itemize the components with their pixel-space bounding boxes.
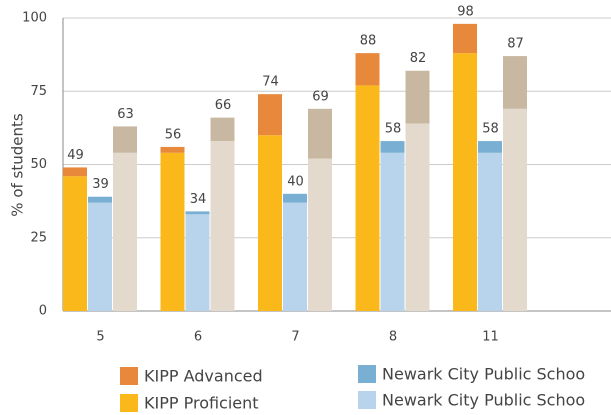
data-label: 39 xyxy=(92,177,109,192)
x-tick-label: 6 xyxy=(194,330,202,345)
legend-label: Newark City Public Schoo xyxy=(382,365,585,384)
bar-segment xyxy=(185,214,210,311)
data-label: 66 xyxy=(215,98,232,113)
legend-swatch xyxy=(120,394,138,412)
data-label: 56 xyxy=(165,127,182,142)
data-label: 58 xyxy=(482,122,499,137)
data-label: 69 xyxy=(312,89,329,104)
bar-segment xyxy=(405,70,430,124)
bar-segment xyxy=(453,23,477,54)
data-label: 82 xyxy=(410,51,427,66)
bar-segment xyxy=(283,202,307,311)
bar-segment xyxy=(503,56,527,109)
data-label: 49 xyxy=(67,148,84,163)
legend-label: KIPP Proficient xyxy=(144,394,259,413)
bar-segment xyxy=(478,141,502,153)
data-label: 58 xyxy=(385,122,402,137)
bar-segment xyxy=(160,152,185,311)
bar-segment xyxy=(113,126,137,153)
data-label: 40 xyxy=(287,174,304,189)
data-label: 34 xyxy=(190,192,207,207)
x-tick-label: 5 xyxy=(96,330,104,345)
data-label: 63 xyxy=(117,107,134,122)
data-label: 74 xyxy=(262,75,279,90)
bar-segment xyxy=(63,167,87,177)
bar-segment xyxy=(380,152,405,311)
y-tick-label: 25 xyxy=(30,230,47,245)
bar-segment xyxy=(88,202,112,311)
bar-segment xyxy=(355,53,380,86)
bar-segment xyxy=(380,141,405,153)
bar-segment xyxy=(258,94,282,136)
data-label: 87 xyxy=(507,37,524,52)
y-tick-label: 50 xyxy=(30,157,47,172)
legend-label: KIPP Advanced xyxy=(144,367,263,386)
bar-segment xyxy=(478,152,502,311)
y-axis-label: % of students xyxy=(9,113,27,217)
bar-segment xyxy=(160,146,185,153)
y-tick-label: 75 xyxy=(30,84,47,99)
bar-segment xyxy=(210,117,235,142)
bar-segment xyxy=(283,193,307,203)
bar-segment xyxy=(308,108,332,159)
data-label: 88 xyxy=(360,34,377,49)
bar-segment xyxy=(113,152,137,311)
bar-segment xyxy=(308,158,332,311)
bar-segment xyxy=(210,141,235,311)
legend-swatch xyxy=(358,365,376,383)
legend-swatch xyxy=(358,391,376,409)
bar-segment xyxy=(355,85,380,311)
bar-segment xyxy=(405,123,430,311)
bar-segment xyxy=(63,176,87,311)
bar-segment xyxy=(88,196,112,203)
bar-segment xyxy=(185,211,210,215)
legend-swatch xyxy=(120,367,138,385)
bar-segment xyxy=(453,53,477,311)
x-tick-label: 8 xyxy=(389,330,397,345)
y-tick-label: 100 xyxy=(22,11,47,26)
legend-label: Newark City Public Schoo xyxy=(382,391,585,410)
bar-segment xyxy=(258,135,282,311)
x-tick-label: 7 xyxy=(291,330,299,345)
x-tick-label: 11 xyxy=(482,330,499,345)
bar-segment xyxy=(503,108,527,311)
y-tick-label: 0 xyxy=(39,304,47,319)
data-label: 98 xyxy=(457,4,474,19)
